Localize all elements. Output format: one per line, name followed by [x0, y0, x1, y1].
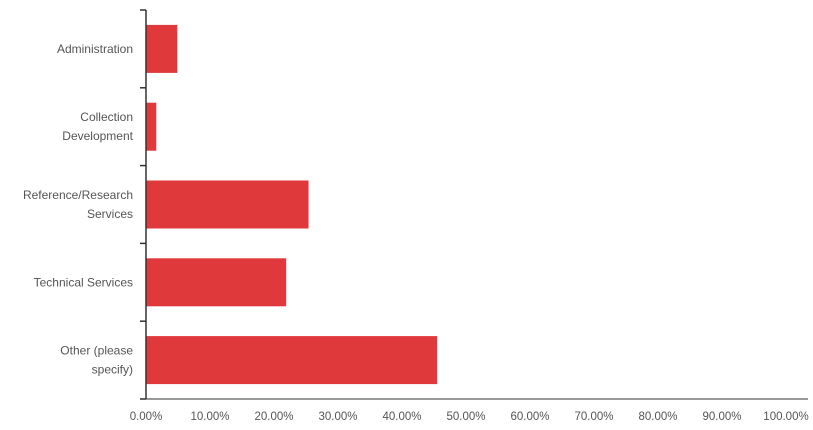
category-label: Administration	[57, 42, 133, 56]
x-tick-label: 30.00%	[318, 411, 357, 423]
category-label: Collection	[80, 110, 133, 124]
bar	[146, 102, 157, 151]
category-label: Reference/Research	[23, 188, 133, 202]
bar	[146, 24, 178, 73]
category-label: Development	[62, 129, 133, 143]
x-tick-label: 100.00%	[763, 411, 808, 423]
x-tick-label: 10.00%	[190, 411, 229, 423]
category-label: Technical Services	[34, 275, 133, 289]
category-labels: Administration Collection Development Refer…	[23, 42, 134, 377]
x-tick-label: 60.00%	[510, 411, 549, 423]
x-tick-label: 0.00%	[130, 411, 163, 423]
x-tick-label: 80.00%	[638, 411, 677, 423]
category-label: specify)	[92, 363, 133, 377]
category-label: Services	[87, 207, 133, 221]
x-tick-label: 90.00%	[702, 411, 741, 423]
x-tick-label: 20.00%	[254, 411, 293, 423]
x-tick-label: 50.00%	[446, 411, 485, 423]
category-label: Other (please	[60, 344, 133, 358]
bar	[146, 258, 287, 307]
bar	[146, 180, 309, 229]
x-tick-label: 40.00%	[382, 411, 421, 423]
bar	[146, 336, 438, 385]
y-axis-ticks	[140, 9, 146, 400]
bars-group	[146, 24, 438, 385]
x-axis-tick-labels: 0.00% 10.00% 20.00% 30.00% 40.00% 50.00% 60.00…	[130, 411, 809, 423]
x-tick-label: 70.00%	[574, 411, 613, 423]
